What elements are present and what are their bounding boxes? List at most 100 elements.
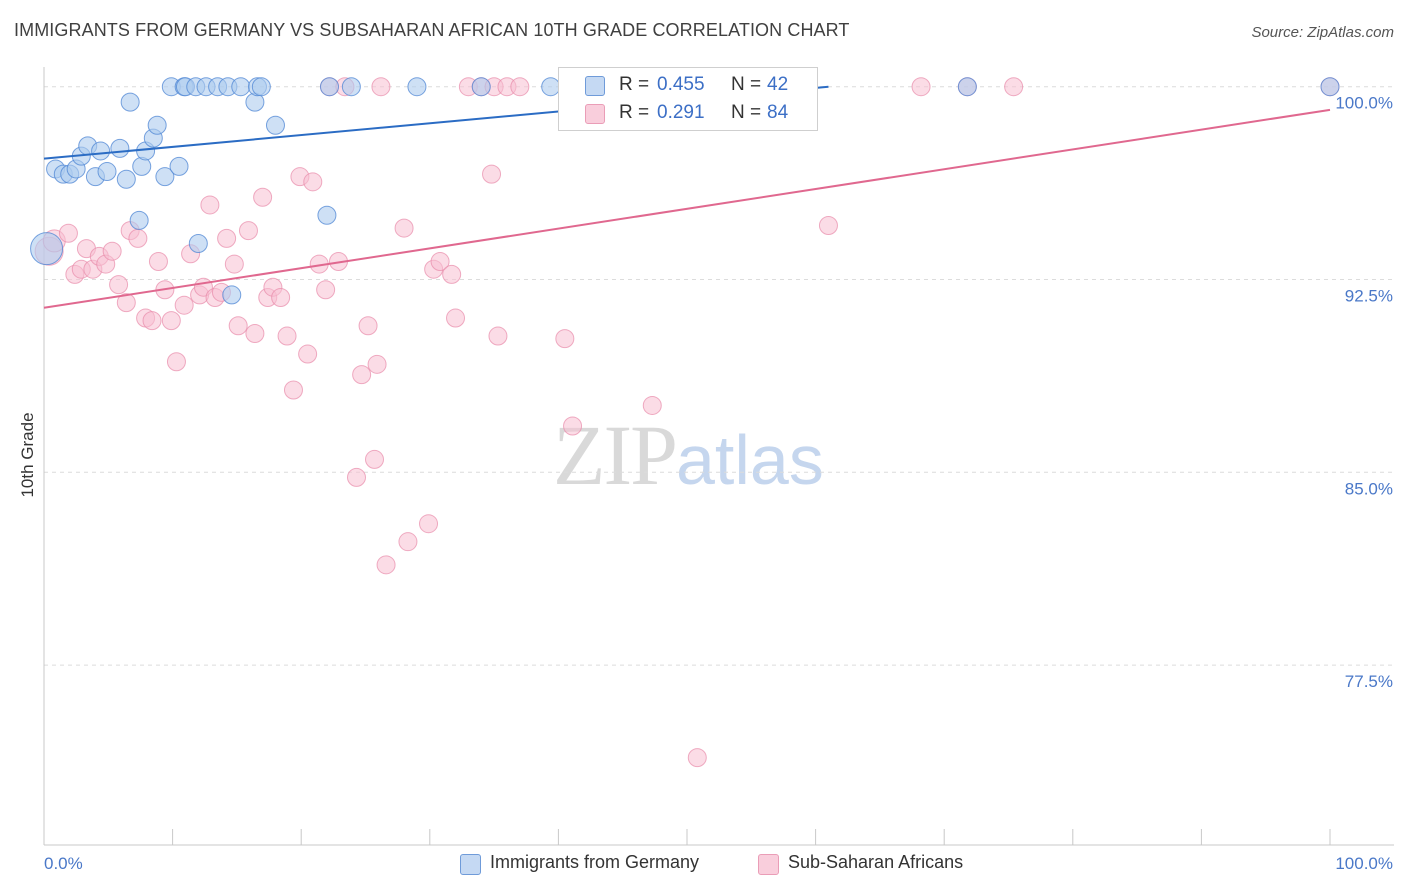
germany-point — [407, 77, 427, 97]
subsaharan-point — [430, 251, 450, 271]
subsaharan-point — [228, 316, 248, 336]
subsaharan-point — [911, 77, 931, 97]
subsaharan-trend-line — [43, 108, 1331, 309]
subsaharan-swatch — [585, 104, 605, 124]
subsaharan-point — [142, 311, 162, 331]
subsaharan-point — [510, 77, 530, 97]
tick-labels: 77.5% 85.0% 92.5% 100.0% 0.0% 100.0% — [44, 94, 1393, 873]
germany-r-value: 0.455 — [657, 74, 705, 95]
legend-row-subsaharan: R = 0.291 N = 84 — [559, 100, 817, 128]
germany-n-value: 42 — [767, 74, 789, 95]
germany-point — [30, 232, 64, 266]
germany-point — [317, 205, 337, 225]
germany-point — [120, 92, 140, 112]
subsaharan-point — [174, 295, 194, 315]
subsaharan-point — [58, 223, 78, 243]
subsaharan-point — [1004, 77, 1024, 97]
y-tick-label: 92.5% — [1345, 286, 1393, 305]
subsaharan-point — [398, 532, 418, 552]
germany-point — [110, 138, 130, 158]
watermark: ZIPatlas — [553, 405, 824, 505]
subsaharan-point — [371, 77, 391, 97]
germany-r-label: R = — [619, 74, 650, 95]
subsaharan-point — [200, 195, 220, 215]
subsaharan-point — [316, 280, 336, 300]
subsaharan-point — [224, 254, 244, 274]
subsaharan-point — [352, 365, 372, 385]
subsaharan-point — [358, 316, 378, 336]
subsaharan-n-label: N = — [731, 102, 762, 123]
germany-point — [265, 115, 285, 135]
subsaharan-point — [128, 228, 148, 248]
subsaharan-point — [419, 514, 439, 534]
subsaharan-point — [394, 218, 414, 238]
x-tick-label: 100.0% — [1335, 854, 1393, 873]
legend-germany-swatch — [460, 854, 481, 875]
watermark-atlas: atlas — [676, 421, 824, 499]
germany-point — [169, 156, 189, 176]
subsaharan-point — [148, 251, 168, 271]
source-credit: Source: ZipAtlas.com — [1251, 24, 1394, 41]
subsaharan-point — [166, 352, 186, 372]
germany-point — [91, 141, 111, 161]
subsaharan-point — [161, 311, 181, 331]
legend-germany-label: Immigrants from Germany — [490, 852, 700, 872]
subsaharan-point — [555, 329, 575, 349]
y-tick-label: 85.0% — [1345, 479, 1393, 498]
germany-point — [957, 77, 977, 97]
subsaharan-point — [245, 323, 265, 343]
subsaharan-point — [818, 216, 838, 236]
subsaharan-point — [346, 467, 366, 487]
stats-legend: R = 0.455 N = 42 R = 0.291 N = 84 — [558, 67, 818, 131]
germany-point — [222, 285, 242, 305]
subsaharan-point — [283, 380, 303, 400]
y-tick-label: 100.0% — [1335, 94, 1393, 113]
germany-point — [147, 115, 167, 135]
series-legend: Immigrants from Germany Sub-Saharan Afri… — [0, 852, 1406, 878]
subsaharan-r-label: R = — [619, 102, 650, 123]
chart-title: IMMIGRANTS FROM GERMANY VS SUBSAHARAN AF… — [14, 20, 850, 40]
subsaharan-point — [446, 308, 466, 328]
subsaharan-point — [271, 287, 291, 307]
germany-swatch — [585, 76, 605, 96]
subsaharan-point — [277, 326, 297, 346]
subsaharan-point — [563, 416, 583, 436]
x-tick-label: 0.0% — [44, 854, 83, 873]
germany-point — [129, 210, 149, 230]
subsaharan-r-value: 0.291 — [657, 102, 705, 123]
subsaharan-point — [376, 555, 396, 575]
subsaharan-point — [367, 354, 387, 374]
germany-point — [1320, 77, 1340, 97]
subsaharan-point — [303, 172, 323, 192]
legend-subsaharan-label: Sub-Saharan Africans — [788, 852, 964, 872]
germany-point — [231, 77, 251, 97]
subsaharan-point — [365, 449, 385, 469]
germany-point — [541, 77, 561, 97]
axes — [43, 67, 1394, 846]
germany-point — [251, 77, 271, 97]
subsaharan-point — [298, 344, 318, 364]
subsaharan-point — [482, 164, 502, 184]
legend-subsaharan-swatch — [758, 854, 779, 875]
germany-point — [471, 77, 491, 97]
germany-point — [319, 77, 339, 97]
germany-point — [116, 169, 136, 189]
subsaharan-point — [102, 241, 122, 261]
germany-point — [341, 77, 361, 97]
subsaharan-point — [253, 187, 273, 207]
y-tick-label: 77.5% — [1345, 672, 1393, 691]
legend-row-germany: R = 0.455 N = 42 — [559, 72, 817, 100]
germany-n-label: N = — [731, 74, 762, 95]
subsaharan-point — [109, 275, 129, 295]
subsaharan-point — [116, 293, 136, 313]
germany-point — [155, 167, 175, 187]
subsaharan-point — [238, 221, 258, 241]
subsaharan-point — [217, 228, 237, 248]
germany-point — [188, 234, 208, 254]
germany-point — [97, 162, 117, 182]
germany-points — [30, 77, 1340, 305]
subsaharan-points — [34, 77, 1340, 768]
grid-lines — [44, 86, 1394, 666]
subsaharan-point — [687, 748, 707, 768]
